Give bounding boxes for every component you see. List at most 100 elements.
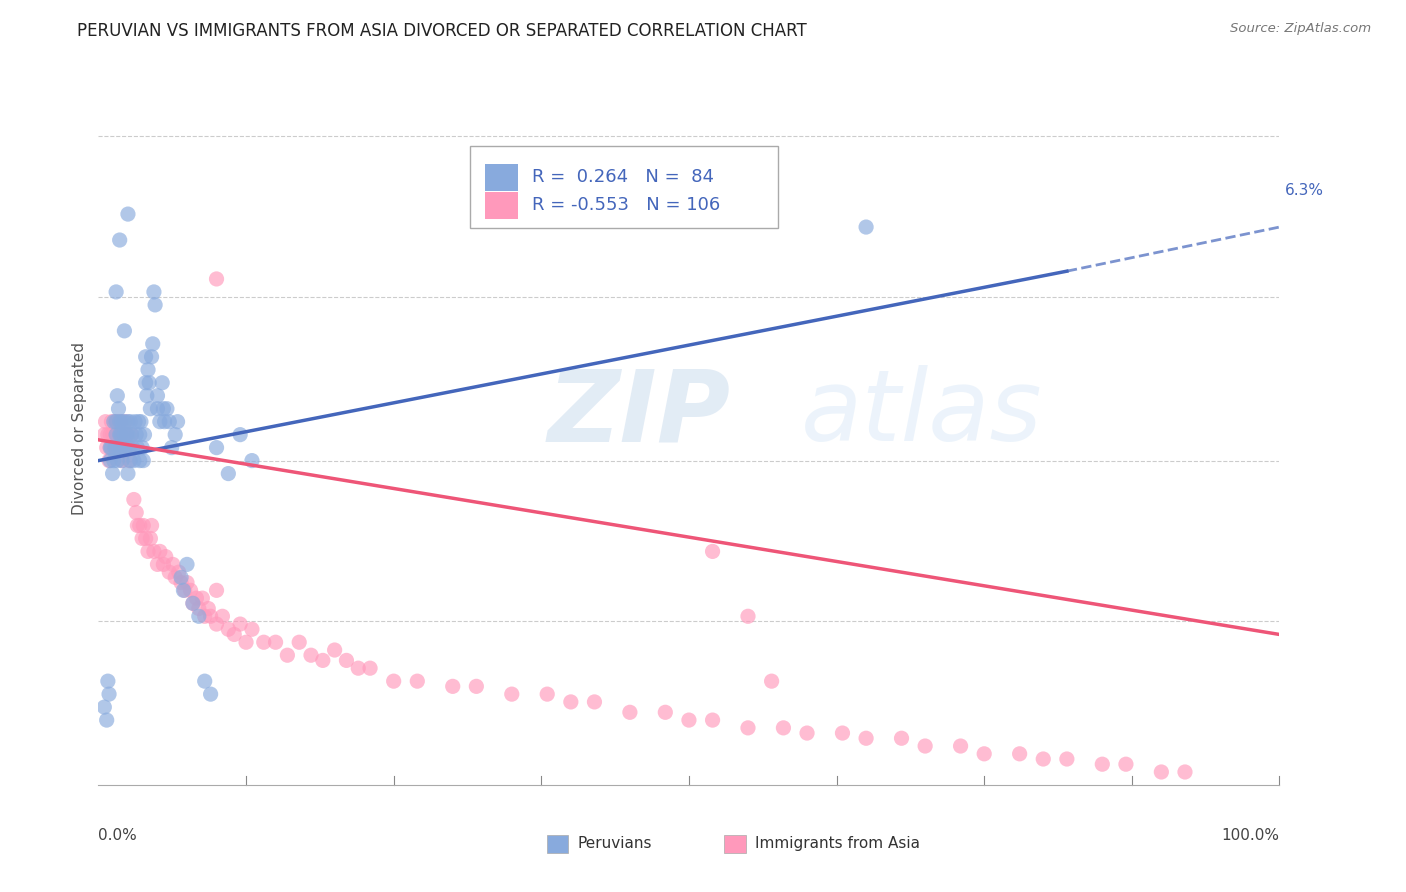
Point <box>205 583 228 598</box>
Point <box>187 601 209 615</box>
Point <box>155 549 177 564</box>
Point <box>135 376 157 390</box>
Point <box>134 427 156 442</box>
Point <box>117 467 139 481</box>
Text: Peruvians: Peruvians <box>578 836 652 851</box>
Point <box>115 427 138 442</box>
Point <box>141 350 163 364</box>
Point <box>152 401 174 416</box>
Point <box>100 441 122 455</box>
Point <box>111 415 134 429</box>
Point <box>108 427 131 442</box>
Text: Immigrants from Asia: Immigrants from Asia <box>755 836 920 851</box>
Point <box>124 415 146 429</box>
Point <box>142 285 165 299</box>
Point <box>583 695 606 709</box>
Point <box>205 617 228 632</box>
Point <box>105 427 128 442</box>
Point <box>149 415 172 429</box>
Point <box>165 570 187 584</box>
Point <box>205 441 228 455</box>
Point <box>191 591 214 606</box>
Point <box>152 558 174 572</box>
Point <box>973 747 995 761</box>
Point <box>96 441 118 455</box>
Point <box>138 376 160 390</box>
Point <box>1056 752 1078 766</box>
Point <box>146 389 169 403</box>
Point <box>110 427 132 442</box>
Point <box>143 298 166 312</box>
Point <box>465 679 488 693</box>
Point <box>93 427 115 442</box>
Point <box>167 565 190 579</box>
Y-axis label: Divorced or Separated: Divorced or Separated <box>72 342 87 515</box>
Point <box>157 415 180 429</box>
Point <box>103 441 125 455</box>
Point <box>101 467 124 481</box>
Point <box>135 389 157 403</box>
Point <box>96 713 118 727</box>
Bar <box>485 193 517 219</box>
Text: 6.3%: 6.3% <box>1285 183 1324 198</box>
Point <box>115 427 138 442</box>
Point <box>117 427 139 442</box>
Point <box>240 453 263 467</box>
Point <box>105 427 128 442</box>
Point <box>382 674 405 689</box>
Point <box>94 415 117 429</box>
Point <box>131 532 153 546</box>
Point <box>112 324 135 338</box>
Point <box>128 518 150 533</box>
Point <box>235 635 257 649</box>
Point <box>1150 764 1173 779</box>
Point <box>264 635 287 649</box>
Point <box>136 363 159 377</box>
Point <box>142 336 165 351</box>
Point <box>107 427 129 442</box>
Point <box>132 453 155 467</box>
Point <box>1032 752 1054 766</box>
Point <box>347 661 370 675</box>
Point <box>1115 757 1137 772</box>
Point <box>181 596 204 610</box>
Point <box>702 544 724 558</box>
Point <box>121 427 143 442</box>
Point <box>100 415 122 429</box>
Point <box>536 687 558 701</box>
Point <box>103 453 125 467</box>
Point <box>111 453 134 467</box>
Point <box>619 706 641 720</box>
Text: 100.0%: 100.0% <box>1222 828 1279 843</box>
Point <box>136 544 159 558</box>
Point <box>761 674 783 689</box>
Bar <box>485 164 517 191</box>
Point <box>129 415 152 429</box>
Point <box>128 427 150 442</box>
Point <box>162 558 184 572</box>
Point <box>194 674 217 689</box>
Point <box>98 453 121 467</box>
Point <box>560 695 582 709</box>
Point <box>132 518 155 533</box>
Point <box>702 713 724 727</box>
Point <box>97 674 120 689</box>
Point <box>105 285 128 299</box>
Point <box>170 570 193 584</box>
Point <box>127 518 149 533</box>
Point <box>406 674 429 689</box>
Point <box>288 635 311 649</box>
Point <box>103 415 125 429</box>
Point <box>141 518 163 533</box>
Text: 0.0%: 0.0% <box>98 828 138 843</box>
Point <box>112 415 135 429</box>
Point <box>93 700 115 714</box>
Point <box>176 558 198 572</box>
Point <box>122 492 145 507</box>
Point <box>186 591 208 606</box>
Text: atlas: atlas <box>801 366 1043 462</box>
Text: R =  0.264   N =  84: R = 0.264 N = 84 <box>531 169 714 186</box>
Point <box>121 427 143 442</box>
Point <box>1091 757 1114 772</box>
Point <box>107 441 129 455</box>
